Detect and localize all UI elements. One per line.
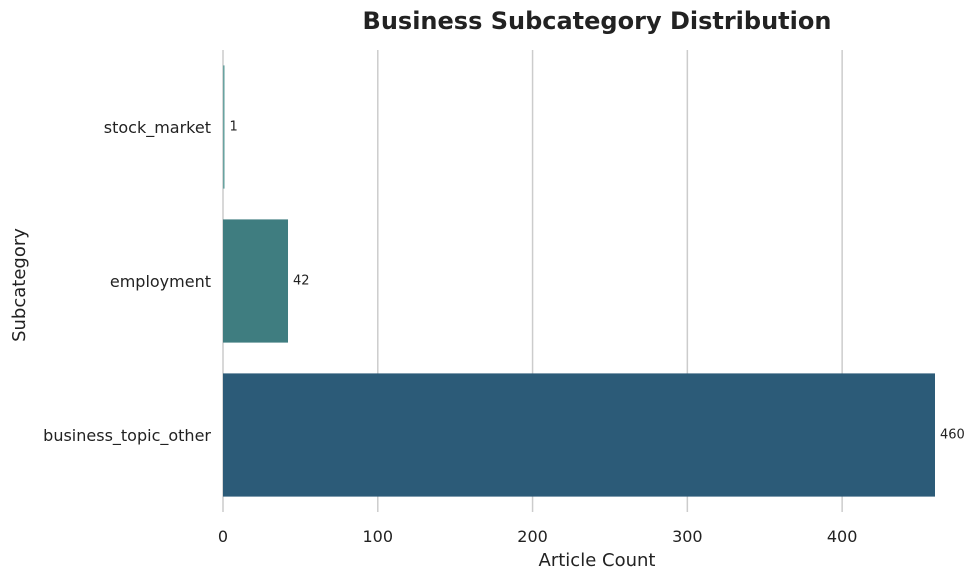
data-labels: 1 42 460 bbox=[230, 120, 965, 443]
bars bbox=[223, 65, 935, 497]
chart-title: Business Subcategory Distribution bbox=[363, 7, 832, 35]
x-tick-label-2: 200 bbox=[517, 527, 548, 546]
data-label-business_topic_other: 460 bbox=[940, 428, 965, 443]
data-label-stock_market: 1 bbox=[230, 120, 238, 135]
x-tick-labels: 0 100 200 300 400 bbox=[218, 527, 857, 546]
y-tick-label-employment: employment bbox=[110, 272, 211, 291]
x-axis-label: Article Count bbox=[539, 550, 656, 571]
x-tick-label-3: 300 bbox=[672, 527, 703, 546]
data-label-employment: 42 bbox=[293, 274, 310, 289]
bar-employment bbox=[223, 219, 289, 343]
y-tick-labels: stock_market employment business_topic_oth… bbox=[43, 118, 211, 446]
x-tick-label-1: 100 bbox=[363, 527, 394, 546]
y-tick-label-stock_market: stock_market bbox=[104, 118, 211, 138]
y-axis-label: Subcategory bbox=[9, 228, 30, 342]
bar-stock_market bbox=[223, 65, 225, 189]
y-tick-label-business_topic_other: business_topic_other bbox=[43, 426, 211, 446]
bar-business_topic_other bbox=[223, 373, 935, 497]
x-tick-label-4: 400 bbox=[827, 527, 858, 546]
x-tick-label-0: 0 bbox=[218, 527, 228, 546]
